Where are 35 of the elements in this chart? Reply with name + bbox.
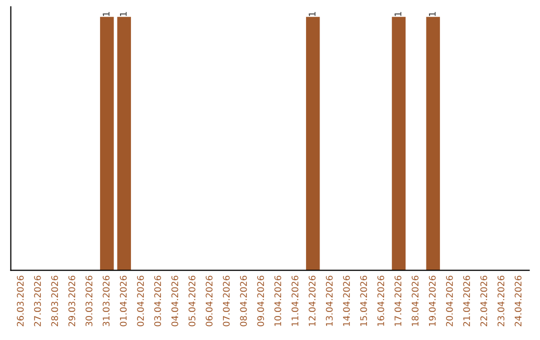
x-tick-label: 15.04.2026 [360, 276, 368, 326]
data-label: 1 [308, 12, 316, 16]
x-tick-label: 03.04.2026 [154, 276, 162, 326]
x-tick-label: 27.03.2026 [34, 276, 41, 326]
x-tick-label: 26.03.2026 [16, 276, 24, 326]
x-tick-label: 04.04.2026 [171, 276, 178, 326]
x-tick-label: 18.04.2026 [412, 276, 419, 326]
x-tick-label: 08.04.2026 [240, 276, 247, 326]
x-tick-label: 11.04.2026 [292, 276, 298, 326]
data-label: 1 [102, 12, 110, 16]
x-tick-label: 23.04.2026 [498, 276, 504, 326]
x-tick-label: 09.04.2026 [257, 276, 264, 326]
x-tick-label: 30.03.2026 [86, 276, 92, 326]
x-tick-label: 14.04.2026 [343, 276, 350, 326]
data-label: 1 [120, 12, 127, 16]
x-tick-label: 22.04.2026 [480, 276, 488, 326]
x-tick-label: 29.03.2026 [68, 276, 76, 326]
x-tick-label: 02.04.2026 [137, 276, 144, 326]
data-label: 1 [394, 12, 402, 16]
x-tick-label: 12.04.2026 [308, 276, 316, 326]
x-tick-label: 28.03.2026 [51, 276, 58, 326]
x-tick-label: 17.04.2026 [394, 276, 402, 326]
x-tick-label: 24.04.2026 [514, 276, 522, 326]
x-tick-label: 06.04.2026 [206, 276, 213, 326]
x-tick-label: 10.04.2026 [274, 276, 282, 326]
x-tick-label: 16.04.2026 [377, 276, 384, 326]
x-tick-label: 01.04.2026 [120, 276, 127, 326]
data-label: 1 [428, 12, 436, 16]
x-tick-label: 19.04.2026 [428, 276, 436, 326]
x-tick-label: 13.04.2026 [326, 276, 333, 326]
x-tick-label: 21.04.2026 [463, 276, 470, 326]
x-tick-label: 31.03.2026 [102, 276, 110, 326]
x-tick-label: 20.04.2026 [446, 276, 453, 326]
x-tick-label: 05.04.2026 [188, 276, 196, 326]
x-tick-label: 07.04.2026 [222, 276, 230, 326]
